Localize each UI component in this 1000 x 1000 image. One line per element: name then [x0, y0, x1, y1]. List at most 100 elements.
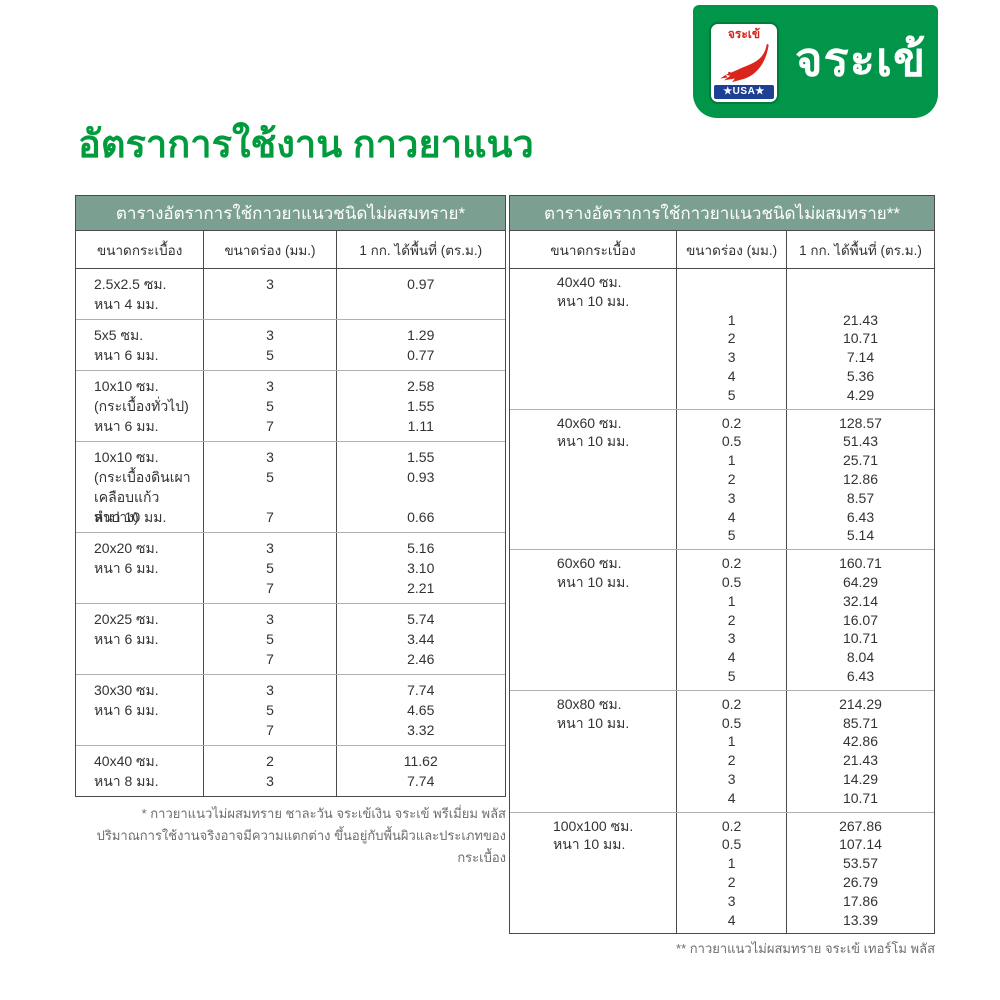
cell-line: 14.29	[842, 770, 879, 787]
cell-line: 21.43	[842, 311, 879, 328]
area-cell: 7.74 4.65 3.32	[335, 675, 505, 745]
area-cell: 0.97	[335, 269, 505, 319]
cell-line: 64.29	[842, 573, 879, 590]
cell-line: 3	[266, 773, 274, 789]
cell-line: 10.71	[842, 630, 879, 647]
area-cell: 5.16 3.10 2.21	[335, 533, 505, 603]
cell-line: 4	[727, 367, 736, 384]
cell-line: 10x10 ซม.	[94, 378, 159, 394]
cell-line: 3.10	[407, 560, 435, 576]
cell-line: 5	[266, 631, 274, 647]
cell-line: 7	[266, 580, 274, 596]
groove-size-cell: 3 5 7	[203, 604, 335, 674]
cell-line: 5.74	[407, 611, 435, 627]
cell-line: 10.71	[842, 330, 879, 347]
cell-line: 17.86	[842, 892, 879, 909]
table-row: 2.5x2.5 ซม. หนา 4 มม. 3 0.97	[76, 269, 505, 319]
tile-size-cell: 10x10 ซม. (กระเบื้องทั่วไป) หนา 6 มม.	[76, 371, 203, 441]
cell-line: 40x40 ซม.	[94, 753, 159, 769]
tile-size-cell: 30x30 ซม. หนา 6 มม.	[76, 675, 203, 745]
cell-line: 2	[266, 753, 274, 769]
cell-line: 3	[266, 378, 274, 394]
column-header-groove-size: ขนาดร่อง (มม.)	[203, 231, 335, 268]
cell-line: 4.29	[846, 386, 875, 403]
cell-line: 11.62	[403, 753, 438, 769]
cell-line: หนา 6 มม.	[94, 702, 159, 718]
cell-line: 0.66	[407, 509, 435, 525]
cell-line: หนา 6 มม.	[94, 560, 159, 576]
area-cell: 21.43 10.71 7.14 5.36 4.29	[786, 269, 934, 409]
cell-line: 80x80 ซม.	[556, 695, 622, 712]
cell-line: 0.5	[721, 714, 742, 731]
cell-line: 0.77	[407, 347, 435, 363]
cell-line: 5	[727, 386, 736, 403]
cell-line: 2	[727, 611, 736, 628]
cell-line: 26.79	[842, 873, 879, 890]
column-header-area-per-kg: 1 กก. ได้พื้นที่ (ตร.ม.)	[335, 231, 505, 268]
cell-line: 1.11	[407, 418, 434, 434]
cell-line: 2	[727, 470, 736, 487]
cell-line: 2.5x2.5 ซม.	[94, 276, 167, 292]
page-title: อัตราการใช้งาน กาวยาแนว	[78, 124, 534, 166]
table-no-sand-left: ตารางอัตราการใช้กาวยาแนวชนิดไม่ผสมทราย* …	[75, 195, 506, 797]
cell-line: 3	[727, 630, 736, 647]
footnote-left-line2: ปริมาณการใช้งานจริงอาจมีความแตกต่าง ขึ้น…	[96, 828, 506, 865]
cell-line: 0.2	[721, 817, 742, 834]
table-left-rows: 2.5x2.5 ซม. หนา 4 มม. 3 0.97 5x5 ซม. หนา 6 มม…	[76, 269, 505, 796]
groove-size-cell: 0.2 0.5 1 2 3 4 5	[676, 409, 786, 550]
groove-size-cell: 3 5 7	[203, 371, 335, 441]
groove-size-cell: 3 5 7	[203, 533, 335, 603]
cell-line: 25.71	[842, 452, 879, 469]
cell-line: 3	[266, 327, 274, 343]
table-right-title: ตารางอัตราการใช้กาวยาแนวชนิดไม่ผสมทราย**	[510, 196, 934, 231]
cell-line: 4	[727, 508, 736, 525]
cell-line: 0.5	[721, 433, 742, 450]
footnote-left: * กาวยาแนวไม่ผสมทราย ชาละวัน จระเข้เงิน …	[75, 803, 506, 869]
tile-size-cell: 40x60 ซม. หนา 10 มม.	[510, 410, 676, 550]
area-cell: 1.29 0.77	[335, 320, 505, 370]
cell-line: 2	[727, 752, 736, 769]
cell-line: 0.5	[721, 573, 742, 590]
cell-line: หนา 10 มม.	[552, 836, 626, 853]
cell-line: 3	[727, 892, 736, 909]
table-left-column-headers: ขนาดกระเบื้อง ขนาดร่อง (มม.) 1 กก. ได้พื…	[76, 231, 505, 269]
cell-line: 1.29	[407, 327, 435, 343]
cell-line: 10.71	[842, 789, 879, 806]
cell-line: 267.86	[839, 817, 882, 834]
tile-size-cell: 2.5x2.5 ซม. หนา 4 มม.	[76, 269, 203, 319]
cell-line: 2.46	[407, 651, 435, 667]
cell-line: 0.93	[407, 469, 435, 485]
groove-size-cell: 3 5 7	[203, 675, 335, 745]
cell-line: 7.74	[407, 682, 435, 698]
footnote-right: ** กาวยาแนวไม่ผสมทราย จระเข้ เทอร์โม พลั…	[676, 941, 935, 956]
cell-line: 7	[266, 509, 274, 525]
column-header-area-per-kg: 1 กก. ได้พื้นที่ (ตร.ม.)	[786, 231, 934, 268]
table-right-column-headers: ขนาดกระเบื้อง ขนาดร่อง (มม.) 1 กก. ได้พื…	[510, 231, 934, 269]
cell-line: 3	[727, 349, 736, 366]
cell-line: 20x25 ซม.	[94, 611, 159, 627]
cell-line: เคลือบแก้วลำปาง)	[94, 489, 160, 525]
brand-logo: จระเข้ ★USA★ จระเข้	[693, 5, 938, 118]
cell-line: 6.43	[846, 667, 875, 684]
crocodile-icon	[720, 43, 769, 83]
brand-wordmark: จระเข้	[795, 32, 927, 85]
cell-line: 85.71	[842, 714, 879, 731]
cell-line: 5.36	[846, 367, 875, 384]
cell-line: 8.57	[846, 489, 875, 506]
tile-size-cell: 20x25 ซม. หนา 6 มม.	[76, 604, 203, 674]
cell-line: 6.43	[846, 508, 875, 525]
groove-size-cell: 3 5 7	[203, 442, 335, 532]
cell-line: หนา 4 มม.	[94, 296, 159, 312]
table-row: 60x60 ซม. หนา 10 มม. 0.2 0.5 1 2 3 4 5 160.71 64.2…	[510, 549, 934, 690]
cell-line: 2.21	[407, 580, 435, 596]
cell-line: 32.14	[842, 592, 879, 609]
area-cell: 5.74 3.44 2.46	[335, 604, 505, 674]
cell-line: 2	[727, 330, 736, 347]
table-no-sand-right: ตารางอัตราการใช้กาวยาแนวชนิดไม่ผสมทราย**…	[509, 195, 935, 935]
cell-line: 3	[266, 682, 274, 698]
